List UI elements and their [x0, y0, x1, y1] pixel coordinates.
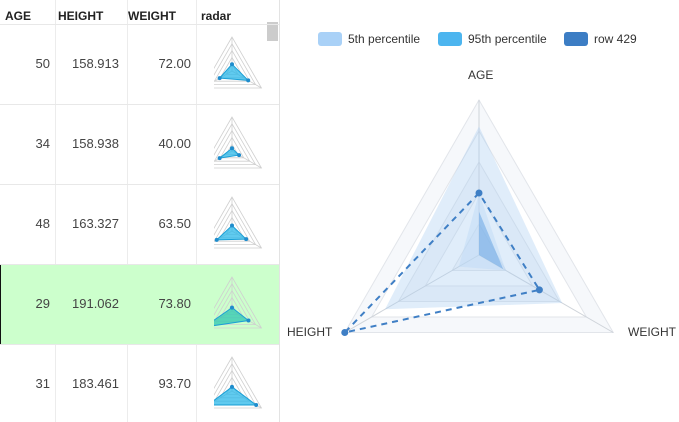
scrollbar-thumb[interactable] — [267, 22, 278, 41]
sparkline-point — [254, 402, 259, 407]
sparkline-point — [230, 223, 234, 228]
legend-swatch — [564, 32, 588, 46]
radar-point — [475, 189, 483, 197]
column-header-age[interactable]: AGE — [5, 9, 32, 23]
table-row[interactable]: 48 163.327 63.50 — [0, 184, 279, 265]
column-divider — [196, 0, 197, 422]
radar-series-5th-percentile — [458, 193, 506, 271]
row-selection-marker — [0, 265, 1, 344]
radar-axis-line — [344, 254, 480, 333]
legend-swatch — [438, 32, 462, 46]
radar-grid-ring — [370, 129, 588, 318]
column-header-weight[interactable]: WEIGHT — [128, 9, 176, 23]
radar-grid-ring — [343, 99, 615, 333]
cell-age[interactable]: 50 — [35, 56, 50, 71]
row-radar-sparkline — [214, 276, 263, 329]
row-radar-sparkline — [214, 356, 263, 409]
cell-age[interactable]: 48 — [35, 216, 50, 231]
radar-axis-label-age: AGE — [468, 68, 494, 82]
radar-axis-line — [478, 254, 614, 333]
radar-grid-ring — [451, 223, 507, 271]
table-row[interactable]: 31 183.461 93.70 — [0, 344, 279, 422]
sparkline-point — [244, 237, 249, 242]
sparkline-point — [214, 237, 219, 242]
legend-label: 5th percentile — [348, 32, 421, 46]
radar-grid-ring — [424, 192, 534, 287]
sparkline-point — [217, 76, 222, 81]
sparkline-point — [230, 146, 234, 151]
row-radar-sparkline — [214, 196, 263, 249]
cell-weight[interactable]: 40.00 — [158, 136, 191, 151]
radar-point — [341, 329, 349, 336]
row-radar-sparkline — [214, 116, 263, 169]
radar-axis-label-height: HEIGHT — [287, 325, 333, 339]
radar-axis-label-weight: WEIGHT — [628, 325, 676, 339]
radar-overlap-area — [479, 211, 504, 269]
legend-label: row 429 — [594, 32, 637, 46]
cell-height[interactable]: 158.938 — [72, 136, 119, 151]
table-row-selected[interactable]: 29 191.062 73.80 — [0, 264, 279, 345]
cell-weight[interactable]: 72.00 — [158, 56, 191, 71]
row-radar-sparkline — [214, 36, 263, 89]
radar-point — [535, 286, 543, 294]
cell-height[interactable]: 191.062 — [72, 296, 119, 311]
sparkline-point — [237, 153, 242, 158]
sparkline-point — [230, 305, 234, 310]
table-row[interactable]: 50 158.913 72.00 — [0, 24, 279, 105]
cell-height[interactable]: 158.913 — [72, 56, 119, 71]
cell-age[interactable]: 31 — [35, 376, 50, 391]
radar-series-95th-percentile — [385, 126, 563, 310]
cell-age[interactable]: 29 — [35, 296, 50, 311]
cell-height[interactable]: 163.327 — [72, 216, 119, 231]
sparkline-point — [246, 78, 251, 83]
data-grid: AGE HEIGHT WEIGHT radar 50 158.913 72.00 34… — [0, 0, 280, 422]
sparkline-point — [230, 62, 234, 67]
sparkline-point — [230, 384, 234, 389]
column-header-height[interactable]: HEIGHT — [58, 9, 104, 23]
sparkline-point — [246, 318, 251, 323]
legend-swatch — [318, 32, 342, 46]
cell-weight[interactable]: 93.70 — [158, 376, 191, 391]
radar-grid-ring — [397, 160, 561, 302]
table-row[interactable]: 34 158.938 40.00 — [0, 104, 279, 185]
column-divider — [127, 0, 128, 422]
cell-weight[interactable]: 73.80 — [158, 296, 191, 311]
legend-label: 95th percentile — [468, 32, 547, 46]
cell-weight[interactable]: 63.50 — [158, 216, 191, 231]
column-header-radar[interactable]: radar — [201, 9, 232, 23]
radar-series-row-429 — [341, 191, 542, 335]
cell-age[interactable]: 34 — [35, 136, 50, 151]
cell-height[interactable]: 183.461 — [72, 376, 119, 391]
grid-header: AGE HEIGHT WEIGHT radar — [0, 0, 279, 24]
column-divider — [55, 0, 56, 422]
sparkline-point — [217, 156, 222, 161]
